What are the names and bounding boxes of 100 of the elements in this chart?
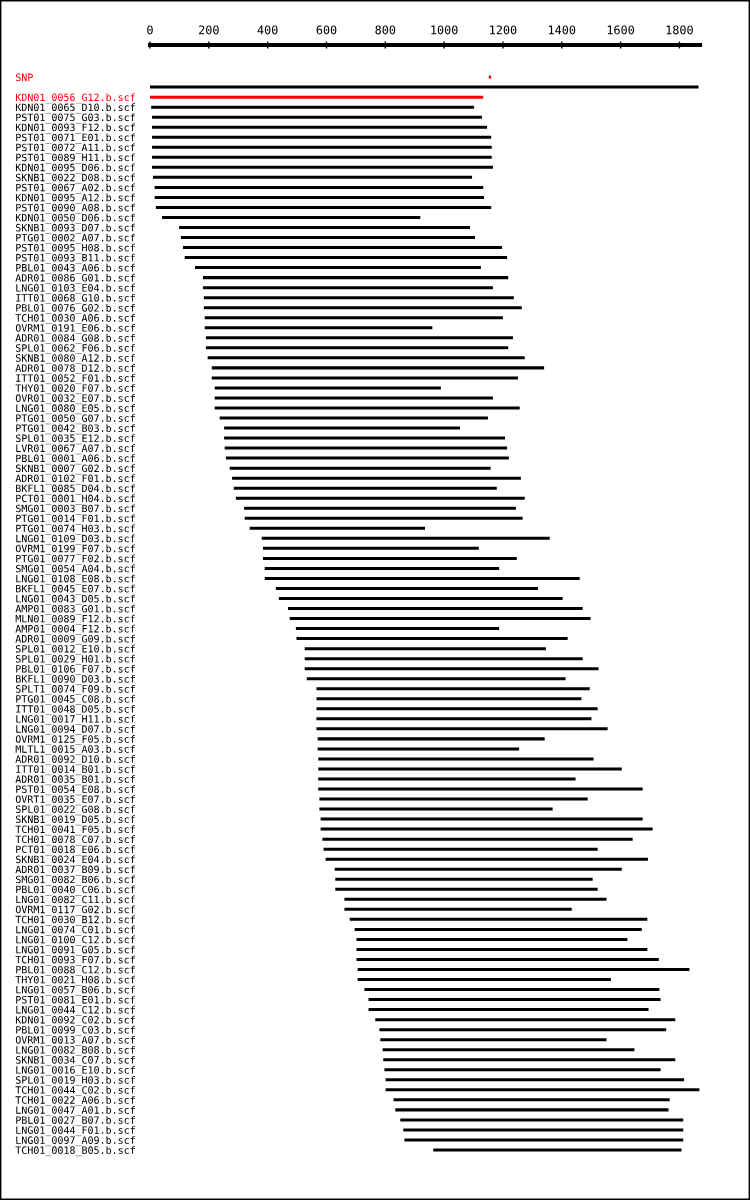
bar	[318, 757, 594, 761]
bar	[395, 1108, 669, 1112]
bar	[354, 927, 642, 931]
y-tick-label: PTG01_0050_G07.b.scf	[16, 414, 135, 425]
y-tick-label: PCT01_0018_E06.b.scf	[16, 845, 135, 856]
bar	[151, 105, 475, 109]
bar	[318, 777, 576, 781]
bar	[203, 296, 514, 300]
bar	[304, 657, 583, 661]
y-tick-label: SPL01_0022_G08.b.scf	[15, 805, 135, 816]
y-tick-label: PBL01_0001_A06.b.scf	[16, 454, 135, 465]
bar	[356, 947, 648, 951]
y-tick-label: LNG01_0057_B06.b.scf	[16, 985, 135, 996]
bar	[224, 436, 505, 440]
y-tick-label: BKFL1_0090_D03.b.scf	[16, 674, 135, 685]
y-tick-label: PTG01_0045_C08.b.scf	[16, 694, 135, 705]
bar	[155, 205, 492, 209]
y-tick-label: ITT01_0052_F01.b.scf	[16, 374, 135, 385]
bar	[364, 988, 660, 992]
y-tick-label: MLTL1_0015_A03.b.scf	[15, 745, 135, 756]
y-tick-label: SNP	[15, 73, 33, 82]
x-tick-label: 600	[316, 25, 337, 35]
bar	[385, 1088, 700, 1092]
y-tick-label: ADR01_0084_G08.b.scf	[15, 333, 135, 344]
y-tick-label: LNG01_0082_C11.b.scf	[16, 895, 135, 906]
bar	[150, 95, 484, 99]
bar	[344, 907, 572, 911]
bar	[295, 627, 500, 631]
y-tick-label: SKNB1_0007_G02.b.scf	[15, 464, 135, 475]
bar	[316, 707, 598, 711]
y-tick-label: SMG01_0054_A04.b.scf	[15, 564, 135, 575]
bar	[214, 396, 493, 400]
bar	[207, 356, 525, 360]
bar	[393, 1098, 670, 1102]
y-tick-label: SKNB1_0080_A12.b.scf	[15, 354, 135, 364]
y-tick-label: PST01_0081_E01.b.scf	[16, 995, 135, 1006]
bar	[404, 1138, 684, 1142]
y-tick-label: PBL01_0076_G02.b.scf	[16, 303, 135, 314]
bar	[318, 767, 622, 771]
bar	[152, 145, 492, 149]
bar	[356, 937, 628, 941]
bar	[152, 165, 493, 169]
y-tick-label: ADR01_0086_G01.b.scf	[15, 273, 135, 284]
bar	[278, 596, 563, 600]
y-tick-label: SPL01_0019_H03.b.scf	[15, 1076, 135, 1086]
y-tick-label: LNG01_0016_E10.b.scf	[16, 1065, 135, 1076]
y-tick-label: LNG01_0103_E04.b.scf	[16, 283, 135, 294]
y-tick-label: TCH01_0041_F05.b.scf	[15, 825, 135, 836]
x-tick-label: 800	[375, 25, 396, 35]
y-tick-label: TCH01_0044_C02.b.scf	[15, 1086, 135, 1096]
bar	[382, 1048, 635, 1052]
y-tick-label: KDN01_0095_D06.b.scf	[15, 163, 135, 174]
bar	[400, 1118, 684, 1122]
y-tick-label: LNG01_0100_C12.b.scf	[16, 935, 135, 946]
bar	[154, 195, 485, 199]
y-tick-label: THY01_0020_F07.b.scf	[15, 384, 135, 395]
bar	[202, 276, 509, 280]
y-tick-label: LNG01_0082_B08.b.scf	[16, 1045, 135, 1056]
y-tick-label: SKNB1_0093_D07.b.scf	[15, 223, 135, 234]
y-tick-label: PBL01_0106_F07.b.scf	[16, 664, 135, 675]
bar	[224, 426, 460, 430]
bar	[384, 1068, 661, 1072]
bar	[368, 998, 661, 1002]
y-tick-label: KDN01_0095_A12.b.scf	[15, 193, 135, 204]
y-tick-label: THY01_0021_H08.b.scf	[15, 975, 135, 986]
y-tick-label: TCH01_0022_A06.b.scf	[15, 1096, 135, 1107]
bar	[235, 496, 525, 500]
y-tick-label: SPL01_0062_F06.b.scf	[15, 344, 135, 354]
y-tick-label: PTG01_0002_A07.b.scf	[16, 233, 135, 244]
y-tick-label: PBL01_0040_C06.b.scf	[16, 885, 135, 896]
bar	[249, 526, 425, 530]
y-tick-label: OVRM1_0117_G02.b.scf	[15, 905, 135, 916]
bar	[152, 135, 492, 139]
bar	[316, 717, 592, 721]
bar	[244, 516, 523, 520]
bar	[433, 1148, 682, 1152]
bar	[349, 917, 648, 921]
y-tick-label: ITT01_0014_B01.b.scf	[16, 765, 135, 776]
y-tick-label: SPLT1_0074_F09.b.scf	[15, 684, 135, 695]
bar	[317, 747, 520, 751]
x-tick-label: 1600	[607, 25, 635, 35]
y-tick-label: LNG01_0044_F01.b.scf	[16, 1126, 135, 1137]
bar	[211, 376, 518, 380]
bar	[211, 366, 545, 370]
y-tick-label: OVRM1_0125_F05.b.scf	[15, 735, 135, 746]
bar	[150, 85, 699, 89]
bar	[316, 727, 608, 731]
y-tick-label: OVRM1_0013_A07.b.scf	[15, 1035, 135, 1046]
bar	[205, 336, 513, 340]
bar	[224, 446, 508, 450]
y-tick-label: PST01_0090_A08.b.scf	[16, 203, 135, 214]
bar	[322, 837, 633, 841]
bar	[357, 978, 611, 982]
y-tick-label: OVRM1_0191_E06.b.scf	[15, 323, 135, 334]
bar	[262, 546, 479, 550]
bar	[244, 506, 516, 510]
bar	[275, 586, 538, 590]
bar	[319, 807, 553, 811]
bar	[162, 215, 421, 219]
y-tick-label: MLN01_0089_F12.b.scf	[15, 614, 135, 625]
